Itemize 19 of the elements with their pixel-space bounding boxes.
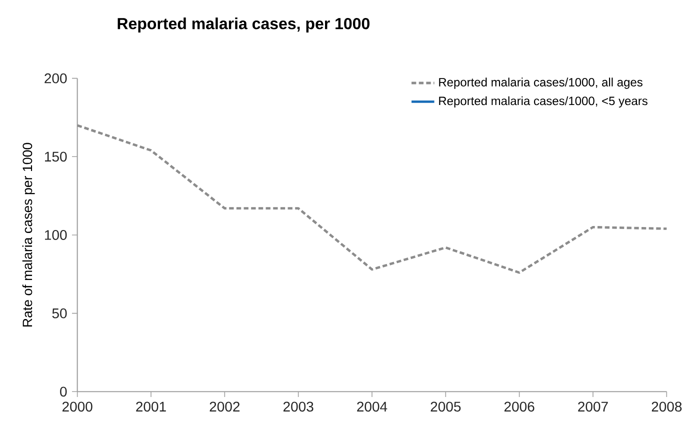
y-tick-label: 100 xyxy=(45,230,67,240)
chart-title: Reported malaria cases, per 1000 xyxy=(118,18,370,32)
x-tick-label: 2003 xyxy=(283,402,314,412)
y-tick-label: 0 xyxy=(60,386,67,397)
y-tick-label: 50 xyxy=(52,308,67,318)
x-tick-label: 2004 xyxy=(357,402,388,412)
x-tick-label: 2002 xyxy=(210,402,240,412)
y-axis-title: Rate of malaria cases per 1000 xyxy=(22,142,35,327)
x-tick-label: 2005 xyxy=(430,402,461,412)
x-tick-label: 2006 xyxy=(504,402,534,412)
y-tick-label: 200 xyxy=(44,73,67,84)
legend-label: Reported malaria cases/1000, all ages xyxy=(439,78,642,89)
x-tick-label: 2007 xyxy=(578,402,608,412)
x-tick-label: 2008 xyxy=(652,402,682,412)
y-tick-label: 150 xyxy=(45,152,67,162)
line-series xyxy=(76,124,668,274)
x-tick-label: 2000 xyxy=(62,402,92,412)
legend-label: Reported malaria cases/1000, <5 years xyxy=(439,96,648,108)
x-tick-label: 2001 xyxy=(136,402,166,412)
